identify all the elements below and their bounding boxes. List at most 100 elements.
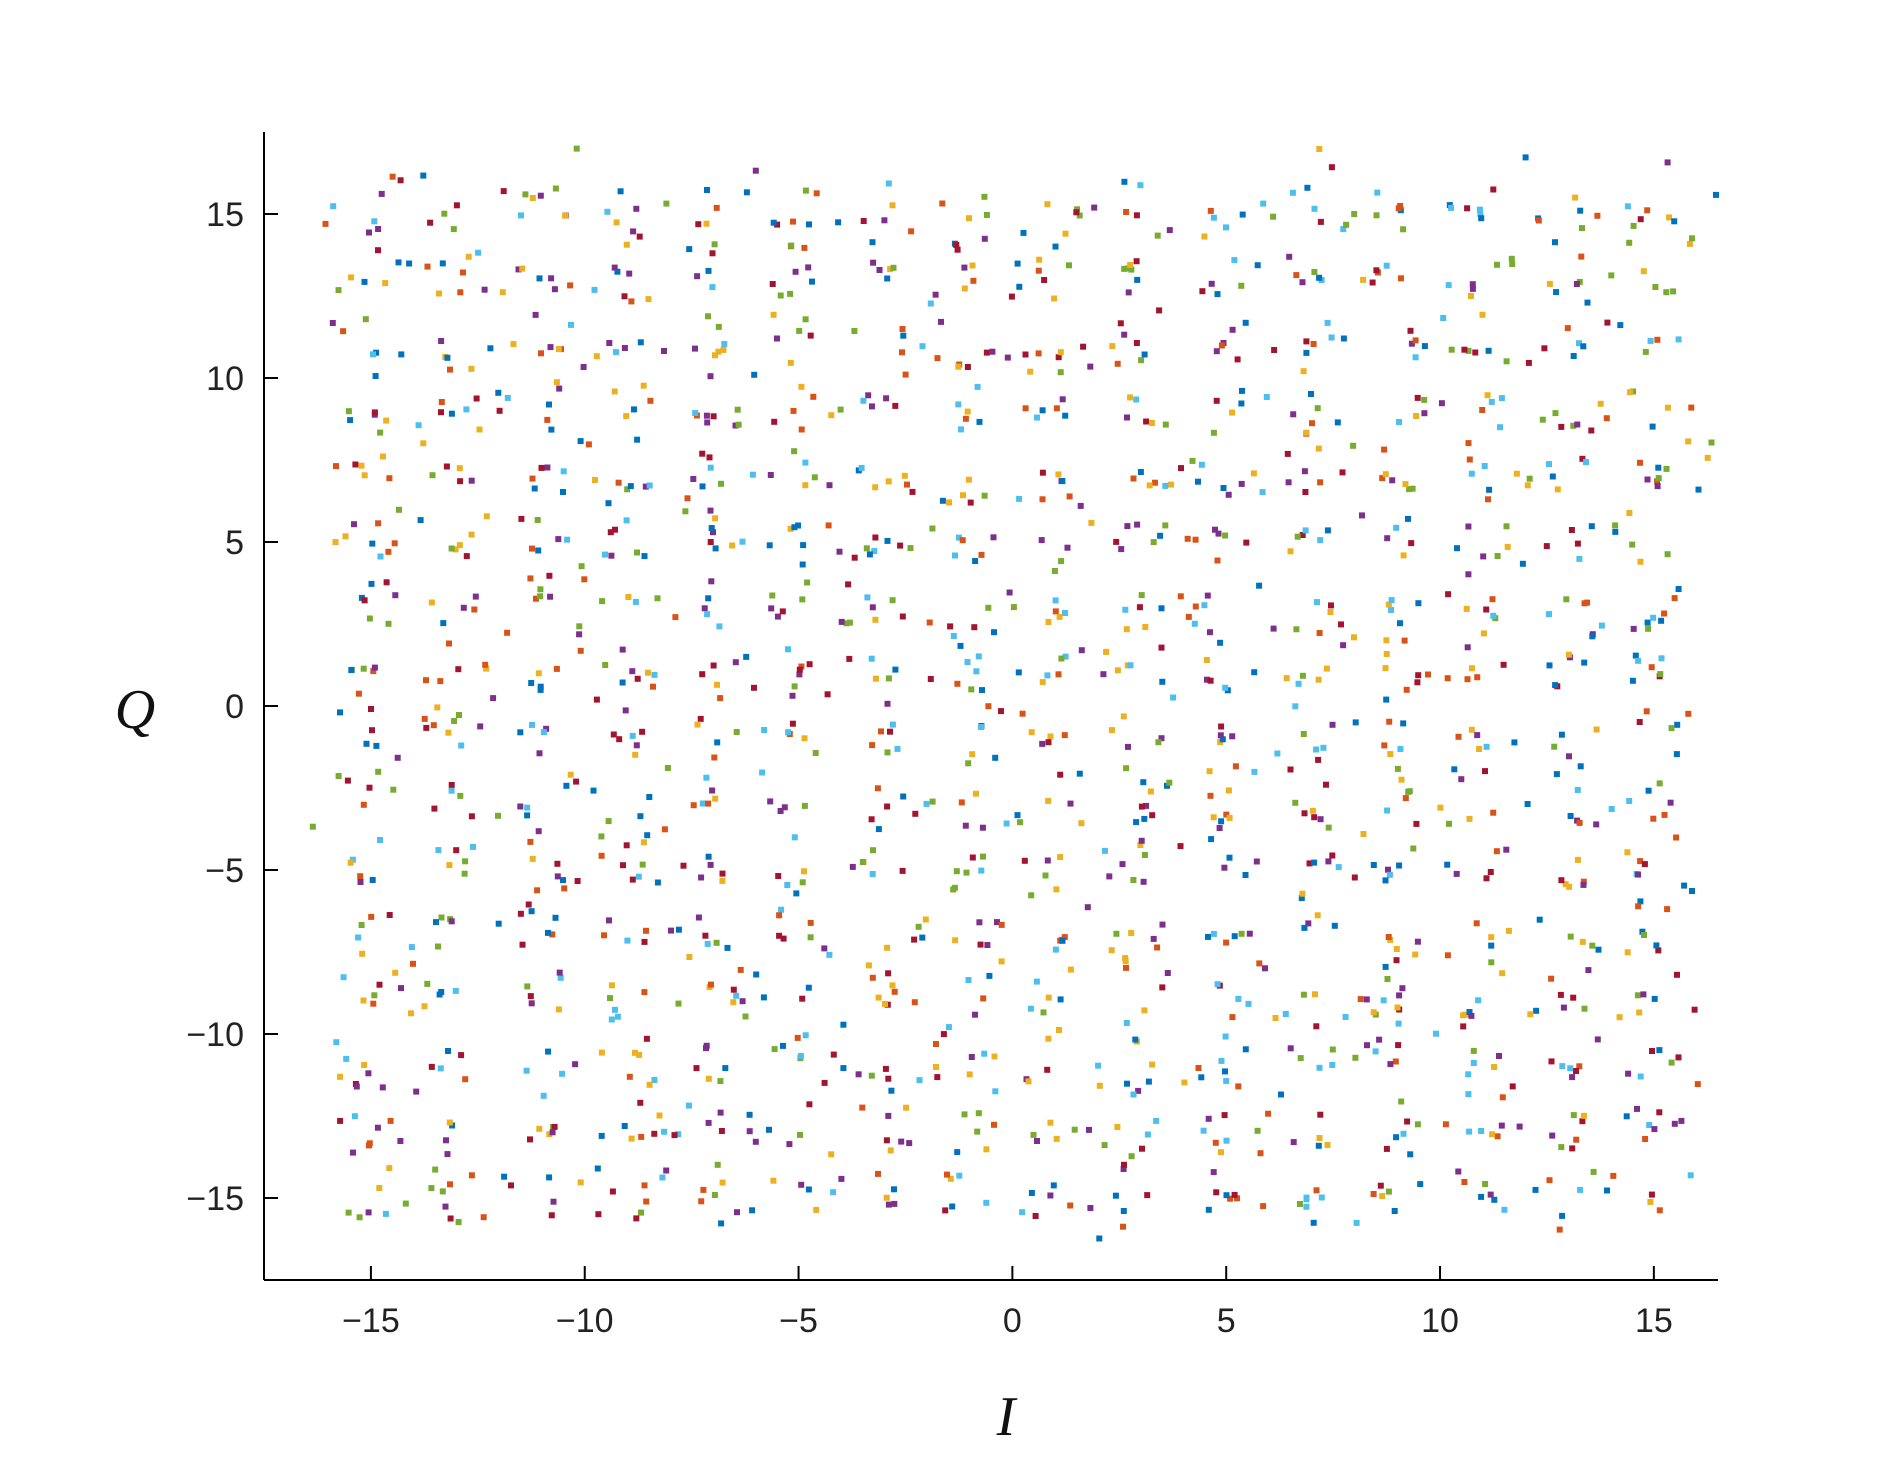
scatter-point bbox=[537, 192, 544, 199]
scatter-point bbox=[1231, 1191, 1238, 1198]
scatter-point bbox=[1302, 527, 1309, 534]
scatter-point bbox=[1626, 239, 1633, 246]
scatter-point bbox=[540, 1092, 547, 1099]
scatter-point bbox=[1039, 740, 1046, 747]
scatter-point bbox=[1135, 1087, 1142, 1094]
scatter-point bbox=[705, 595, 712, 602]
scatter-point bbox=[1412, 951, 1419, 958]
scatter-point bbox=[1299, 279, 1306, 286]
scatter-point bbox=[453, 202, 460, 209]
scatter-point bbox=[919, 343, 926, 350]
scatter-point bbox=[1198, 461, 1205, 468]
scatter-point bbox=[543, 725, 550, 732]
scatter-point bbox=[437, 1065, 444, 1072]
scatter-point bbox=[613, 219, 620, 226]
scatter-point bbox=[1464, 676, 1471, 683]
scatter-point bbox=[556, 969, 563, 976]
scatter-point bbox=[1576, 819, 1583, 826]
scatter-point bbox=[978, 551, 985, 558]
scatter-point bbox=[860, 218, 867, 224]
scatter-point bbox=[1118, 546, 1125, 553]
scatter-point bbox=[632, 598, 639, 605]
scatter-point bbox=[1688, 404, 1695, 411]
scatter-point bbox=[1640, 991, 1647, 998]
scatter-point bbox=[1022, 351, 1029, 358]
scatter-point bbox=[371, 218, 378, 225]
scatter-point bbox=[1008, 293, 1015, 300]
scatter-point bbox=[1407, 327, 1414, 334]
scatter-point bbox=[357, 879, 364, 885]
scatter-point bbox=[1137, 182, 1144, 189]
scatter-point bbox=[1554, 486, 1561, 493]
scatter-point bbox=[567, 282, 574, 289]
scatter-point bbox=[623, 241, 630, 248]
scatter-point bbox=[420, 172, 427, 179]
scatter-point bbox=[446, 1119, 453, 1126]
scatter-point bbox=[1317, 1111, 1324, 1118]
scatter-point bbox=[1313, 1023, 1320, 1030]
scatter-point bbox=[958, 799, 965, 806]
scatter-point bbox=[1168, 481, 1174, 488]
scatter-point bbox=[1137, 842, 1144, 848]
scatter-point bbox=[1655, 475, 1662, 482]
scatter-point bbox=[545, 1048, 552, 1055]
scatter-point bbox=[1238, 930, 1245, 937]
scatter-point bbox=[598, 1132, 605, 1139]
scatter-point bbox=[1576, 340, 1582, 347]
scatter-point bbox=[456, 542, 463, 549]
scatter-point bbox=[776, 932, 783, 939]
scatter-point bbox=[455, 666, 462, 673]
scatter-point bbox=[450, 226, 457, 233]
scatter-point bbox=[1305, 920, 1312, 927]
scatter-point bbox=[954, 680, 961, 687]
scatter-point bbox=[601, 932, 607, 939]
scatter-point bbox=[1408, 540, 1415, 547]
scatter-point bbox=[1059, 478, 1066, 485]
scatter-point bbox=[1564, 325, 1571, 332]
scatter-point bbox=[611, 264, 618, 271]
scatter-point bbox=[1114, 360, 1121, 367]
scatter-point bbox=[1558, 1144, 1565, 1151]
scatter-point bbox=[713, 204, 720, 211]
scatter-point bbox=[564, 536, 571, 543]
scatter-point bbox=[614, 268, 621, 275]
scatter-point bbox=[447, 1215, 454, 1222]
scatter-point bbox=[375, 226, 382, 232]
scatter-point bbox=[461, 870, 468, 877]
scatter-point bbox=[693, 1065, 700, 1072]
scatter-point bbox=[360, 997, 367, 1004]
scatter-point bbox=[957, 642, 964, 649]
scatter-point bbox=[1203, 657, 1210, 663]
scatter-point bbox=[390, 786, 397, 793]
scatter-point bbox=[462, 858, 469, 865]
scatter-point bbox=[1508, 255, 1515, 262]
scatter-point bbox=[1388, 607, 1395, 613]
scatter-point bbox=[953, 868, 960, 875]
scatter-point bbox=[1637, 216, 1644, 223]
scatter-point bbox=[946, 499, 953, 506]
scatter-point bbox=[872, 534, 879, 541]
scatter-point bbox=[451, 718, 458, 724]
scatter-point bbox=[1382, 665, 1389, 672]
scatter-point bbox=[1242, 319, 1249, 326]
scatter-point bbox=[1325, 824, 1332, 831]
scatter-point bbox=[1302, 489, 1309, 495]
scatter-point bbox=[1593, 726, 1600, 733]
scatter-point bbox=[1359, 512, 1365, 519]
scatter-point bbox=[1397, 746, 1404, 752]
scatter-point bbox=[965, 977, 972, 983]
scatter-point bbox=[708, 981, 714, 988]
scatter-point bbox=[735, 421, 742, 428]
scatter-point bbox=[668, 927, 674, 934]
scatter-point bbox=[1482, 768, 1488, 775]
scatter-point bbox=[1573, 281, 1580, 287]
scatter-point bbox=[1297, 1055, 1304, 1062]
scatter-point bbox=[627, 483, 634, 490]
scatter-point bbox=[1505, 927, 1512, 934]
scatter-point bbox=[1299, 672, 1306, 679]
scatter-point bbox=[517, 729, 524, 736]
scatter-point bbox=[780, 935, 787, 942]
scatter-point bbox=[1580, 343, 1587, 350]
scatter-point bbox=[1649, 1048, 1655, 1054]
